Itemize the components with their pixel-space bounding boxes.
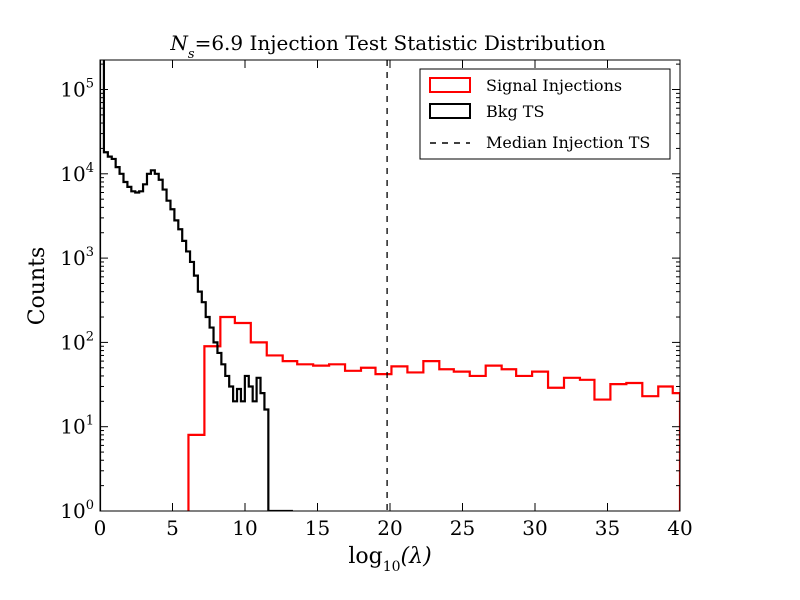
x-tick-label: 10 (232, 516, 257, 540)
legend: Signal Injections Bkg TS Median Injectio… (419, 68, 671, 160)
legend-label-bkg: Bkg TS (486, 102, 544, 121)
x-tick-label: 35 (595, 516, 620, 540)
chart-title: Ns=6.9 Injection Test Statistic Distribu… (169, 31, 605, 62)
x-tick-label: 20 (377, 516, 402, 540)
y-tick-label: 105 (60, 77, 94, 102)
y-tick-label: 104 (60, 161, 94, 186)
y-tick-label: 101 (60, 414, 94, 439)
y-tick-label: 102 (60, 329, 94, 354)
legend-label-signal: Signal Injections (486, 76, 622, 95)
series-layer (100, 60, 680, 511)
x-axis-label: log10(λ) (348, 544, 431, 575)
series-signal-injections-histogram (187, 315, 680, 511)
x-axis: 0 5 10 15 20 25 30 35 40 (94, 60, 693, 540)
y-tick-label: 103 (60, 245, 94, 270)
x-tick-label: 5 (166, 516, 179, 540)
legend-box (419, 68, 671, 160)
legend-label-median: Median Injection TS (486, 133, 650, 152)
legend-swatch-signal (429, 77, 471, 93)
legend-swatch-bkg (429, 103, 471, 119)
series-bkg-ts-histogram (100, 60, 293, 511)
y-axis-label: Counts (25, 247, 50, 326)
x-tick-label: 15 (305, 516, 330, 540)
y-tick-label: 100 (60, 498, 94, 523)
x-tick-label: 0 (94, 516, 107, 540)
y-axis: 100 101 102 103 104 105 (60, 63, 680, 523)
x-tick-label: 40 (667, 516, 692, 540)
x-tick-label: 30 (522, 516, 547, 540)
x-tick-label: 25 (450, 516, 475, 540)
